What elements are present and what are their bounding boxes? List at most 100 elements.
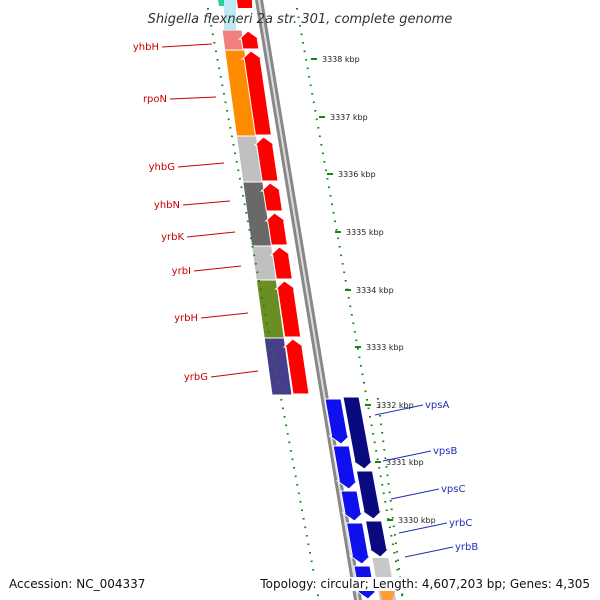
guide-dot	[396, 559, 399, 562]
guide-dot	[264, 314, 267, 316]
tick-mark	[335, 231, 341, 233]
reverse-gene-arrow	[342, 396, 375, 470]
guide-dot	[321, 152, 324, 155]
guide-dot	[337, 237, 340, 240]
guide-dot	[285, 424, 288, 427]
guide-dot	[370, 424, 373, 427]
guide-dot	[324, 169, 327, 172]
guide-dot	[387, 518, 390, 520]
guide-dot	[308, 76, 311, 78]
guide-dot	[214, 50, 217, 53]
left-gene-labels: yhbH rpoN yhbG yhbN yrbK yrbI yrbH yrbG	[133, 42, 259, 383]
guide-dot	[222, 93, 225, 95]
guide-dot	[291, 458, 294, 461]
guide-dot	[359, 365, 362, 367]
guide-dot	[379, 415, 382, 417]
feature-block	[218, 0, 224, 6]
kbp-ticks: 3338 kbp 3337 kbp 3336 kbp 3335 kbp 3334 kbp…	[311, 55, 436, 525]
guide-dot	[389, 500, 392, 502]
guide-dot	[254, 263, 257, 265]
tick-label: 3331 kbp	[386, 458, 424, 467]
guide-dot	[331, 203, 334, 206]
guide-dot	[221, 84, 224, 87]
guide-dot	[242, 195, 245, 197]
guide-dot	[334, 220, 337, 223]
gene-label: rpoN	[143, 94, 167, 105]
gene-leader-line	[398, 522, 448, 534]
guide-dot	[341, 263, 344, 265]
guide-dot	[396, 569, 399, 571]
guide-dot	[296, 484, 299, 486]
gene-leader-line	[200, 312, 249, 319]
right-gene-labels: vpsA vpsB vpsC yrbC yrbB	[374, 400, 478, 558]
guide-dot	[372, 433, 375, 435]
forward-gene-arrow	[264, 212, 288, 246]
forward-gene-arrow	[260, 182, 284, 212]
guide-dot	[305, 535, 308, 537]
guide-dot	[237, 169, 240, 172]
guide-dot	[318, 135, 321, 138]
guide-dot	[305, 59, 308, 61]
tick-mark	[365, 404, 371, 406]
guide-dot	[307, 543, 310, 546]
forward-strand-genes	[237, 0, 310, 395]
guide-dot	[384, 457, 387, 460]
guide-dot	[277, 382, 280, 384]
gene-leader-line	[404, 546, 454, 558]
guide-dot	[243, 203, 246, 206]
guide-dot	[309, 552, 311, 554]
guide-dot	[401, 593, 404, 596]
reverse-gene-arrow	[332, 445, 359, 490]
guide-dot	[281, 407, 284, 410]
gene-label: yhbH	[133, 42, 159, 53]
map-title: Shigella flexneri 2a str. 301, complete …	[148, 12, 453, 27]
guide-dot	[267, 331, 270, 333]
guide-dot	[376, 458, 379, 461]
guide-dot	[238, 178, 241, 180]
guide-dot	[390, 535, 393, 537]
guide-dot	[316, 594, 319, 597]
tick-mark	[327, 173, 333, 175]
guide-dot	[320, 144, 323, 146]
guide-dot	[356, 348, 359, 350]
tick-mark	[311, 58, 317, 60]
feature-block	[263, 337, 293, 396]
gene-leader-line	[177, 162, 225, 168]
guide-dot	[301, 509, 304, 512]
guide-dot	[385, 466, 388, 468]
guide-dot	[293, 467, 296, 469]
guide-dot	[230, 135, 233, 138]
guide-dot	[229, 127, 232, 129]
guide-dot	[388, 491, 391, 494]
guide-dot	[326, 178, 329, 180]
gene-label: yrbB	[455, 542, 478, 553]
guide-dot	[393, 534, 396, 536]
guide-dot	[401, 594, 404, 597]
guide-dot	[332, 212, 335, 214]
forward-gene-arrow	[237, 0, 252, 8]
tick-label: 3333 kbp	[366, 343, 404, 352]
guide-dot	[270, 348, 273, 350]
guide-dot	[219, 76, 222, 78]
guide-dot	[262, 305, 265, 308]
guide-dot	[391, 517, 394, 519]
guide-dot	[314, 110, 317, 112]
guide-dot	[378, 467, 381, 469]
guide-dot	[350, 314, 353, 316]
guide-dot	[234, 152, 237, 155]
guide-dot	[303, 50, 306, 53]
guide-dot	[377, 398, 379, 400]
gene-label: yrbC	[449, 518, 472, 529]
tick-mark	[375, 461, 381, 463]
guide-dot	[289, 450, 292, 452]
gene-label: yrbH	[174, 313, 198, 324]
guide-dot	[347, 297, 350, 299]
backbone-highlight	[258, 0, 359, 600]
reverse-gene-arrow	[340, 490, 365, 522]
guide-dot	[224, 101, 227, 104]
guide-dot	[355, 339, 358, 342]
guide-dot	[286, 433, 289, 435]
gene-leader-line	[374, 404, 424, 416]
guide-dot	[392, 525, 395, 528]
